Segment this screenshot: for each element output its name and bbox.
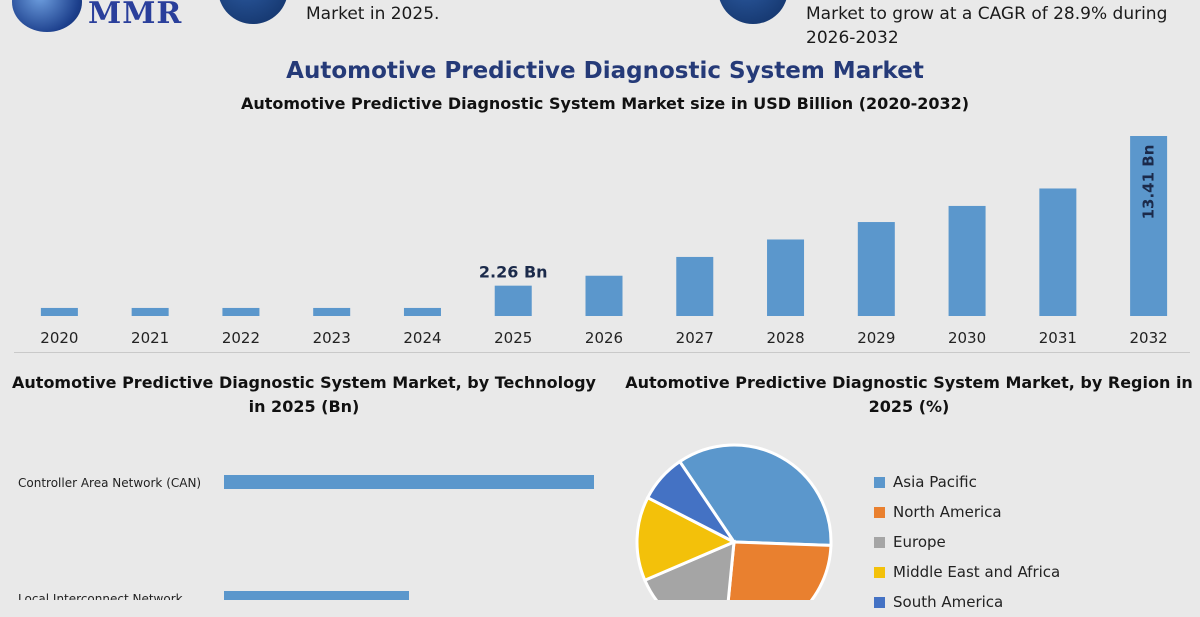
stat-1-text: Market in 2025. xyxy=(306,4,440,24)
data-label: 2.26 Bn xyxy=(479,263,548,282)
technology-bar xyxy=(224,475,594,489)
pie-slice-asia-pacific xyxy=(677,443,833,547)
bar-2023 xyxy=(313,307,351,316)
data-label: 13.41 Bn xyxy=(1140,145,1158,220)
legend-item: Asia Pacific xyxy=(874,467,1060,497)
pie-slice-middle-east-and-africa xyxy=(635,495,738,583)
bar-2025 xyxy=(494,285,532,316)
x-tick-label: 2029 xyxy=(857,329,895,347)
x-tick-label: 2031 xyxy=(1039,329,1077,347)
legend-item: Europe xyxy=(874,527,1060,557)
legend-item: Middle East and Africa xyxy=(874,557,1060,587)
legend-label: Middle East and Africa xyxy=(893,563,1061,581)
pie-slice-north-america xyxy=(726,540,833,600)
legend-item: South America xyxy=(874,587,1060,617)
legend-label: Europe xyxy=(893,533,946,551)
x-tick-label: 2030 xyxy=(948,329,986,347)
legend-swatch xyxy=(874,536,885,548)
legend-item: North America xyxy=(874,497,1060,527)
legend-label: South America xyxy=(893,593,1004,611)
bar-2026 xyxy=(585,275,623,316)
region-legend: Asia Pacific North America Europe Middle Ea… xyxy=(874,467,1060,617)
stat-2-text-line2: 2026-2032 xyxy=(806,28,899,48)
bar-2028 xyxy=(767,239,805,316)
x-tick-label: 2021 xyxy=(131,329,169,347)
bar-2020 xyxy=(40,307,78,316)
bar-2021 xyxy=(131,307,169,316)
bar-2031 xyxy=(1039,188,1077,316)
region-pie-chart xyxy=(635,443,833,600)
x-tick-label: 2028 xyxy=(766,329,804,347)
bar-2030 xyxy=(948,205,986,316)
x-tick-label: 2022 xyxy=(222,329,260,347)
bar-2032 xyxy=(1130,136,1168,316)
x-tick-label: 2026 xyxy=(585,329,623,347)
section-divider xyxy=(14,352,1190,353)
pie-slice-europe xyxy=(642,539,736,600)
bar-2024 xyxy=(403,307,441,316)
pie-slice-south-america xyxy=(645,459,736,544)
region-chart-title: Automotive Predictive Diagnostic System … xyxy=(625,373,1193,416)
page-title: Automotive Predictive Diagnostic System … xyxy=(286,58,924,84)
logo-text: MMR xyxy=(88,0,183,31)
x-tick-label: 2023 xyxy=(313,329,351,347)
bar-chart-title: Automotive Predictive Diagnostic System … xyxy=(240,94,970,113)
technology-category-label: Controller Area Network (CAN) xyxy=(18,476,201,490)
technology-chart-title: Automotive Predictive Diagnostic System … xyxy=(12,373,596,416)
legend-swatch xyxy=(874,566,885,578)
legend-label: North America xyxy=(893,503,1002,521)
legend-swatch xyxy=(874,476,885,488)
x-tick-label: 2020 xyxy=(40,329,78,347)
legend-swatch xyxy=(874,596,885,608)
x-tick-label: 2024 xyxy=(403,329,441,347)
technology-bar-chart: Controller Area Network (CAN) Local Inter… xyxy=(18,475,594,600)
bar-2027 xyxy=(676,256,714,316)
stat-2-text: Market to grow at a CAGR of 28.9% during xyxy=(806,4,1168,24)
bar-2029 xyxy=(857,222,895,316)
market-size-bar-chart: 2020 2021 2022 2023 2024 2025 2.26 Bn 2026 2027 2… xyxy=(40,136,1168,347)
legend-label: Asia Pacific xyxy=(893,473,977,491)
x-tick-label: 2027 xyxy=(676,329,714,347)
bar-2022 xyxy=(222,307,260,316)
legend-swatch xyxy=(874,506,885,518)
x-tick-label: 2032 xyxy=(1130,329,1168,347)
technology-bar xyxy=(224,591,409,600)
x-tick-label: 2025 xyxy=(494,329,532,347)
technology-category-label: Local Interconnect Network xyxy=(18,592,183,600)
